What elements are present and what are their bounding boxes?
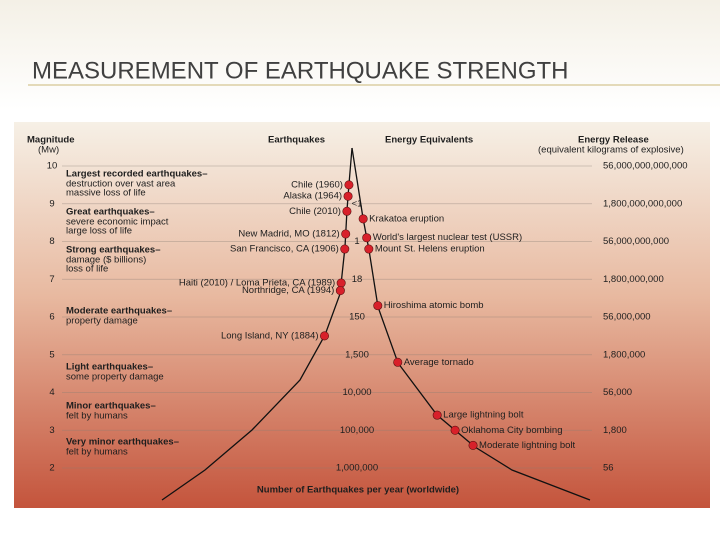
class-name: Moderate earthquakes–: [66, 306, 172, 317]
class-name: Minor earthquakes–: [66, 401, 156, 412]
earthquake-dot: [340, 244, 350, 254]
magnitude-label: 4: [49, 387, 54, 398]
equivalent-dot: [468, 440, 478, 450]
earthquake-label: New Madrid, MO (1812): [238, 228, 339, 239]
earthquake-dot: [335, 286, 345, 296]
slide-background: [0, 0, 720, 110]
earthquake-label: Northridge, CA (1994): [242, 285, 334, 296]
class-description: severe economic impact: [66, 217, 169, 228]
equivalent-label: Oklahoma City bombing: [461, 425, 562, 436]
earthquake-dot: [342, 206, 352, 216]
class-name: Light earthquakes–: [66, 362, 153, 373]
energy-release-label: 1,800,000,000,000: [603, 198, 682, 209]
annual-count: 1,000,000: [336, 463, 378, 474]
equivalent-label: Moderate lightning bolt: [479, 440, 575, 451]
magnitude-label: 2: [49, 463, 54, 474]
slide-title: MEASUREMENT OF EARTHQUAKE STRENGTH: [32, 57, 569, 84]
annual-count: <1: [352, 198, 363, 209]
annual-count: 100,000: [340, 425, 374, 436]
equivalent-dot: [358, 214, 368, 224]
equivalent-dot: [362, 233, 372, 243]
equivalent-label: World's largest nuclear test (USSR): [373, 232, 522, 243]
energy-release-label: 56: [603, 463, 614, 474]
equivalent-dot: [432, 410, 442, 420]
class-description: destruction over vast area: [66, 179, 176, 190]
energy-release-label: 1,800: [603, 425, 627, 436]
energy-release-label: 1,800,000: [603, 349, 645, 360]
earthquake-label: San Francisco, CA (1906): [230, 244, 339, 255]
energy-release-label: 1,800,000,000: [603, 274, 664, 285]
earthquake-dot: [320, 331, 330, 341]
equivalent-label: Large lightning bolt: [443, 410, 524, 421]
header: Earthquakes: [268, 135, 325, 146]
class-name: Strong earthquakes–: [66, 245, 161, 256]
magnitude-label: 8: [49, 236, 54, 247]
earthquake-label: Alaska (1964): [283, 191, 342, 202]
class-description: large loss of life: [66, 226, 132, 237]
magnitude-label: 10: [47, 161, 58, 172]
earthquake-dot: [343, 191, 353, 201]
class-description: property damage: [66, 316, 138, 327]
equivalent-label: Krakatoa eruption: [369, 213, 444, 224]
header: Energy Release: [578, 135, 649, 146]
earthquake-dot: [341, 229, 351, 239]
magnitude-label: 9: [49, 198, 54, 209]
class-name: Largest recorded earthquakes–: [66, 169, 208, 180]
class-description: massive loss of life: [66, 188, 146, 199]
energy-release-label: 56,000: [603, 387, 632, 398]
annual-count: 10,000: [342, 387, 371, 398]
class-description: damage ($ billions): [66, 255, 146, 266]
header: (equivalent kilograms of explosive): [538, 145, 684, 156]
earthquake-label: Chile (2010): [289, 206, 341, 217]
equivalent-dot: [364, 244, 374, 254]
energy-release-label: 56,000,000,000,000: [603, 161, 688, 172]
equivalent-dot: [450, 425, 460, 435]
equivalent-dot: [373, 301, 383, 311]
class-name: Great earthquakes–: [66, 207, 155, 218]
energy-release-label: 56,000,000,000: [603, 236, 669, 247]
figure-background: [14, 122, 710, 508]
equivalent-dot: [393, 357, 403, 367]
equivalent-label: Average tornado: [404, 357, 474, 368]
class-description: felt by humans: [66, 447, 128, 458]
magnitude-label: 3: [49, 425, 54, 436]
annual-count: 1,500: [345, 349, 369, 360]
equivalent-label: Hiroshima atomic bomb: [384, 300, 484, 311]
energy-release-label: 56,000,000: [603, 312, 651, 323]
earthquake-label: Long Island, NY (1884): [221, 330, 319, 341]
class-description: loss of life: [66, 264, 108, 275]
magnitude-label: 7: [49, 274, 54, 285]
figure: Magnitude (Mw) Earthquakes Energy Equiva…: [27, 135, 688, 501]
annual-count: 150: [349, 312, 365, 323]
header: (Mw): [38, 145, 59, 156]
equivalent-label: Mount St. Helens eruption: [375, 244, 485, 255]
annual-count: 1: [354, 236, 359, 247]
class-description: some property damage: [66, 372, 164, 383]
x-label: Number of Earthquakes per year (worldwid…: [257, 485, 459, 496]
header: Energy Equivalents: [385, 135, 473, 146]
earthquake-label: Chile (1960): [291, 179, 343, 190]
earthquake-dot: [344, 180, 354, 190]
header: Magnitude: [27, 135, 75, 146]
class-description: felt by humans: [66, 411, 128, 422]
annual-count: 18: [352, 274, 363, 285]
class-name: Very minor earthquakes–: [66, 437, 179, 448]
earthquake-label: Haiti (2010) / Loma Prieta, CA (1989): [179, 278, 335, 289]
magnitude-label: 6: [49, 312, 54, 323]
earthquake-dot: [336, 278, 346, 288]
magnitude-label: 5: [49, 349, 54, 360]
